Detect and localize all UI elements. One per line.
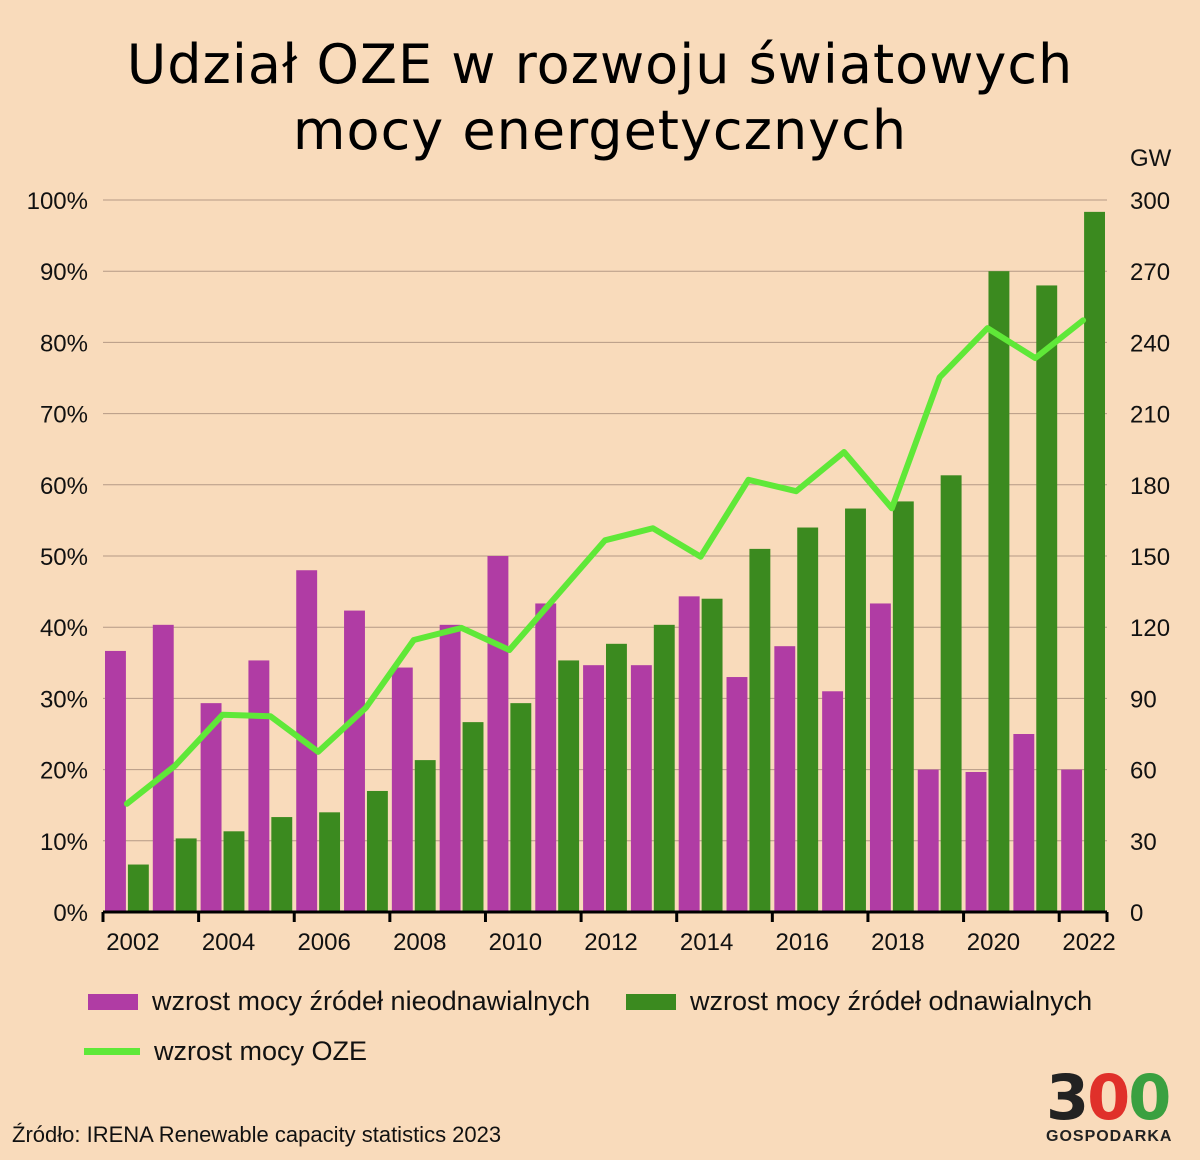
bar-nonrenewable	[869, 603, 891, 912]
y-right-tick-label: 0	[1130, 900, 1143, 927]
x-tick-label: 2020	[967, 929, 1020, 956]
bar-nonrenewable	[774, 646, 796, 912]
legend-swatch-nonrenewable	[88, 993, 138, 1010]
logo-digit: 0	[1087, 1061, 1130, 1134]
y-left-tick-label: 10%	[40, 829, 88, 856]
y-right-axis-label: GW	[1130, 145, 1172, 172]
bar-renewable	[940, 475, 962, 912]
x-tick-label: 2022	[1062, 929, 1115, 956]
y-left-tick-label: 100%	[27, 188, 88, 215]
bar-nonrenewable	[439, 624, 461, 912]
bar-nonrenewable	[535, 603, 557, 912]
logo-300gospodarka: 300 GOSPODARKA	[1046, 1067, 1186, 1146]
y-right-tick-label: 150	[1130, 544, 1170, 571]
x-tick-label: 2006	[297, 929, 350, 956]
bar-renewable	[606, 643, 627, 912]
y-right-tick-label: 60	[1130, 758, 1157, 785]
x-tick-label: 2002	[106, 929, 159, 956]
legend-label: wzrost mocy OZE	[154, 1036, 368, 1066]
bar-renewable	[988, 271, 1010, 912]
bar-nonrenewable	[105, 650, 126, 912]
y-left-tick-label: 40%	[40, 615, 88, 642]
bar-nonrenewable	[344, 610, 365, 912]
bar-nonrenewable	[1061, 769, 1083, 912]
bar-renewable	[414, 760, 436, 912]
y-left-tick-label: 30%	[40, 686, 88, 713]
title-line-2: mocy energetycznych	[292, 99, 908, 162]
y-right-tick-label: 120	[1130, 615, 1170, 642]
bar-nonrenewable	[965, 771, 987, 912]
y-left-tick-label: 20%	[40, 758, 88, 785]
bar-nonrenewable	[630, 665, 652, 912]
bar-renewable	[701, 598, 723, 912]
bar-renewable	[510, 703, 532, 912]
bar-nonrenewable	[487, 556, 509, 912]
bar-nonrenewable	[726, 677, 748, 912]
bar-nonrenewable	[1013, 734, 1035, 912]
x-tick-label: 2018	[871, 929, 924, 956]
bar-renewable	[749, 548, 771, 912]
legend-label: wzrost mocy źródeł nieodnawialnych	[152, 986, 591, 1016]
x-tick-label: 2012	[584, 929, 637, 956]
bar-nonrenewable	[583, 665, 604, 912]
line-share-oze	[123, 317, 1087, 807]
bar-renewable	[1036, 285, 1058, 912]
y-left-tick-label: 80%	[40, 330, 88, 357]
bar-renewable	[462, 722, 484, 912]
legend-item-share: wzrost mocy OZE	[84, 1036, 367, 1067]
bar-renewable	[797, 527, 819, 912]
legend-item-renewable: wzrost mocy źródeł odnawialnych	[626, 986, 1092, 1017]
bar-nonrenewable	[917, 769, 939, 912]
legend-swatch-renewable	[626, 993, 676, 1010]
bar-nonrenewable	[200, 703, 222, 912]
logo-text: GOSPODARKA	[1046, 1128, 1173, 1145]
y-right-tick-label: 240	[1130, 330, 1170, 357]
x-tick-label: 2016	[776, 929, 829, 956]
bar-renewable	[892, 501, 914, 912]
bar-renewable	[175, 838, 197, 912]
chart-title: Udział OZE w rozwoju światowych mocy ene…	[0, 32, 1200, 164]
x-tick-label: 2004	[202, 929, 255, 956]
source-note: Źródło: IRENA Renewable capacity statist…	[12, 1122, 502, 1147]
bar-nonrenewable	[822, 691, 844, 912]
y-right-tick-label: 300	[1130, 188, 1170, 215]
bar-renewable	[1084, 211, 1105, 912]
bar-nonrenewable	[678, 596, 700, 912]
bar-renewable	[319, 812, 341, 912]
legend-label: wzrost mocy źródeł odnawialnych	[690, 986, 1093, 1016]
x-tick-label: 2008	[393, 929, 446, 956]
y-left-tick-label: 70%	[40, 402, 88, 429]
bar-nonrenewable	[391, 667, 413, 912]
legend-item-nonrenewable: wzrost mocy źródeł nieodnawialnych	[88, 986, 590, 1017]
y-right-tick-label: 180	[1130, 473, 1170, 500]
bar-renewable	[127, 864, 149, 912]
logo-digit: 0	[1128, 1061, 1171, 1134]
bar-renewable	[845, 508, 866, 912]
y-right-tick-label: 210	[1130, 402, 1170, 429]
legend-swatch-share	[84, 1048, 140, 1055]
bar-renewable	[558, 660, 580, 912]
logo-digit: 3	[1046, 1061, 1089, 1134]
x-tick-label: 2010	[489, 929, 542, 956]
y-right-tick-label: 270	[1130, 259, 1170, 286]
bar-nonrenewable	[152, 624, 174, 912]
bar-renewable	[223, 831, 245, 912]
y-left-tick-label: 50%	[40, 544, 88, 571]
y-left-tick-label: 90%	[40, 259, 88, 286]
x-tick-label: 2014	[680, 929, 733, 956]
title-line-1: Udział OZE w rozwoju światowych	[126, 33, 1074, 96]
y-right-tick-label: 90	[1130, 686, 1157, 713]
y-left-tick-label: 0%	[53, 900, 88, 927]
y-right-tick-label: 30	[1130, 829, 1157, 856]
bar-renewable	[653, 624, 675, 912]
bar-renewable	[366, 790, 388, 912]
bar-renewable	[271, 817, 293, 912]
bar-nonrenewable	[248, 660, 270, 912]
y-left-tick-label: 60%	[40, 473, 88, 500]
